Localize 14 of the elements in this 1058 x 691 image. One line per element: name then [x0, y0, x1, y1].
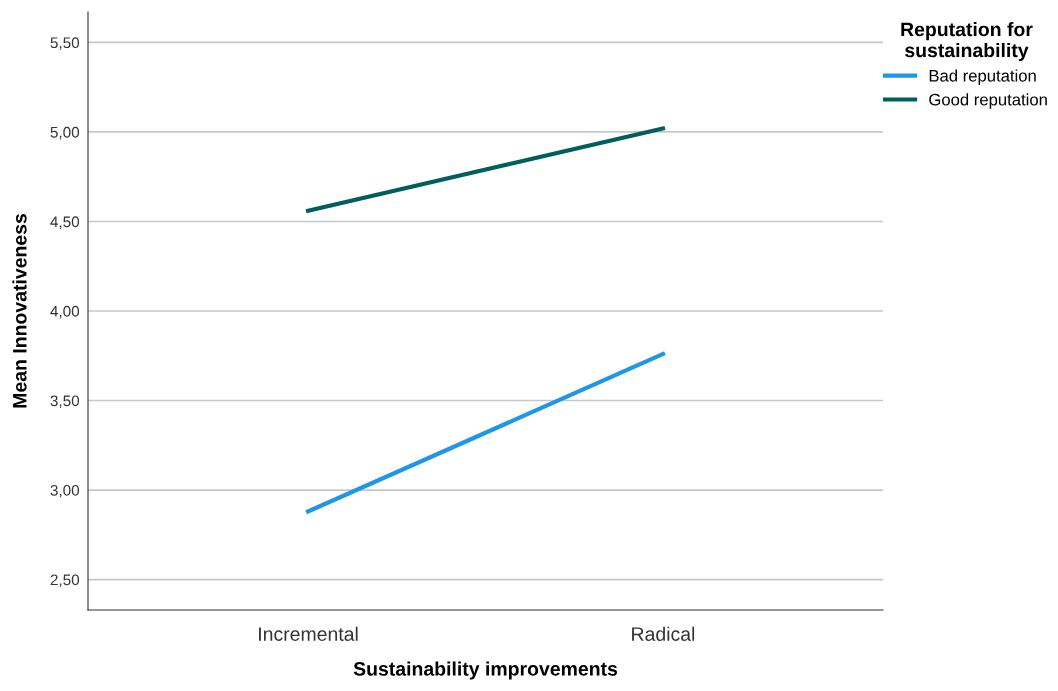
y-tick-label: 5,50 — [50, 37, 80, 50]
y-tick-label: 2,50 — [50, 574, 80, 588]
y-axis-title: Mean Innovativeness — [12, 213, 27, 408]
y-tick-label: 3,50 — [50, 395, 80, 409]
legend-label: Good reputation — [929, 93, 1047, 109]
x-tick-label: Radical — [632, 626, 695, 641]
legend-title: Reputation for sustainability — [901, 22, 1033, 62]
y-tick-label: 4,00 — [50, 305, 80, 319]
x-tick-label: Incremental — [259, 626, 358, 641]
x-axis-title: Sustainability improvements — [353, 661, 618, 680]
y-tick-label: 4,50 — [50, 216, 80, 229]
legend-label: Bad reputation — [929, 69, 1036, 85]
y-tick-label: 3,00 — [50, 484, 80, 498]
y-tick-label: 5,00 — [50, 126, 80, 140]
